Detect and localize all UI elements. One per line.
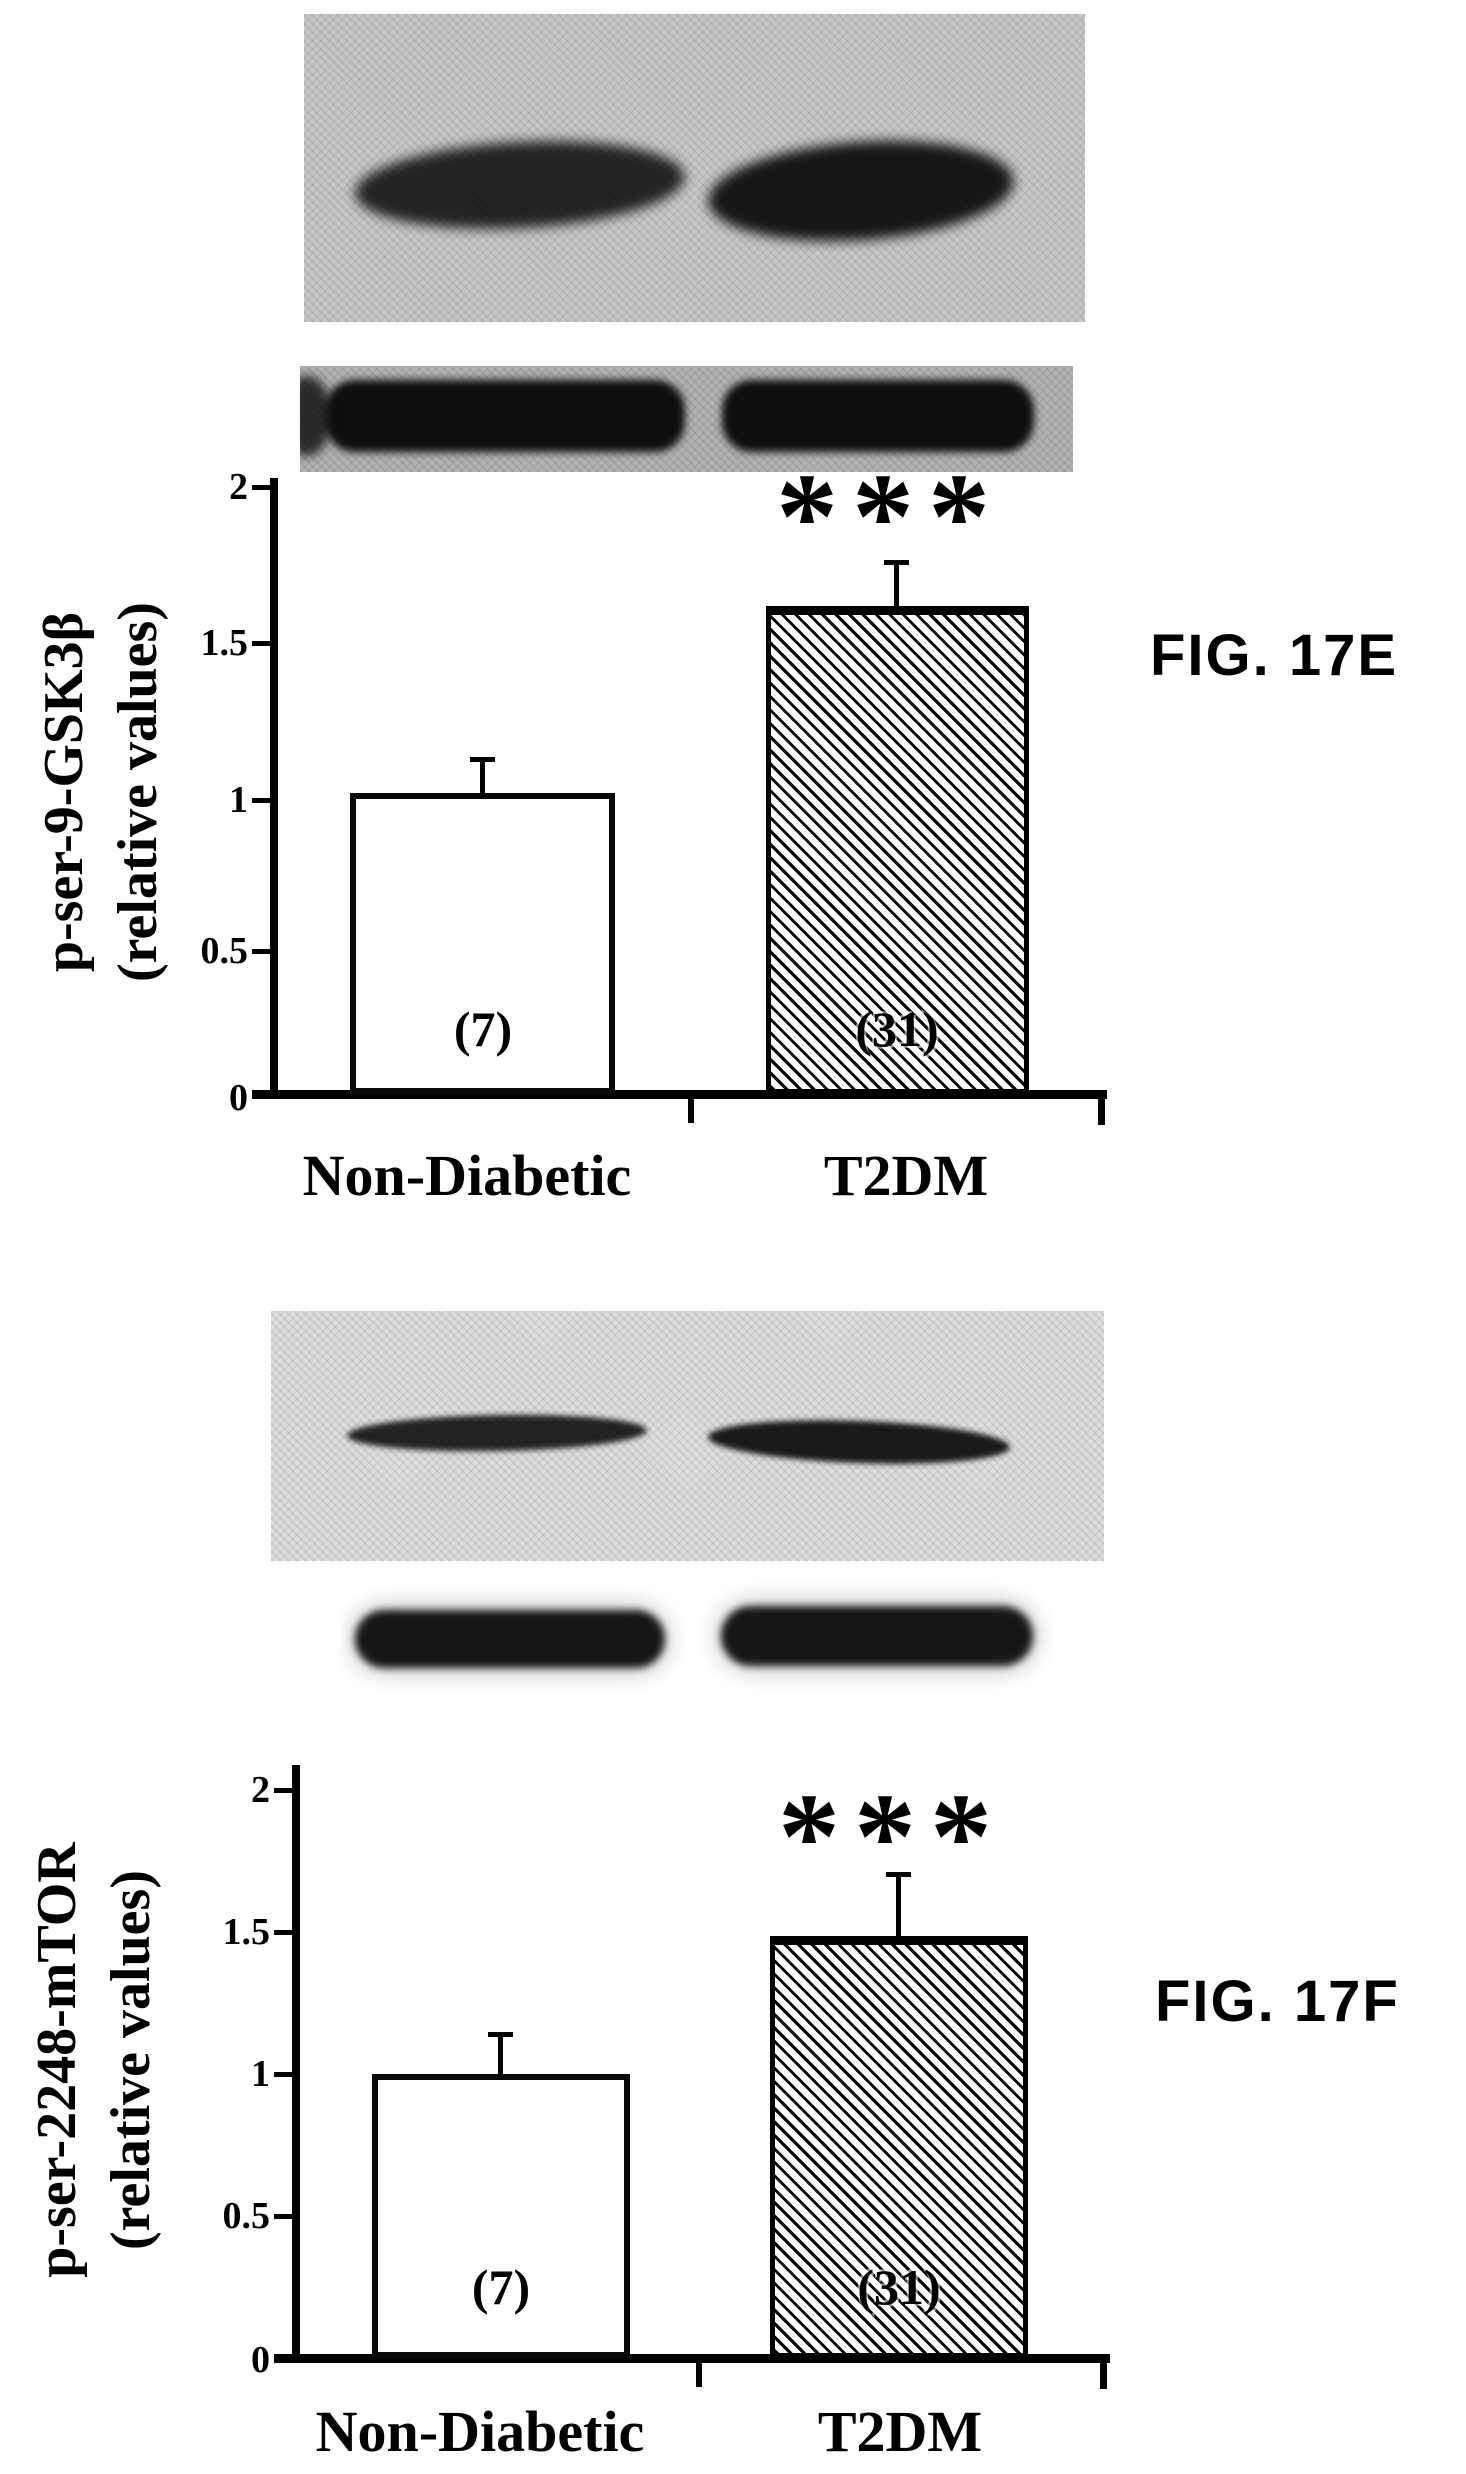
sample-size-t2dm: (31): [857, 2259, 941, 2315]
bar-nondiabetic: [372, 2074, 630, 2358]
y-tick-label: 2: [229, 466, 248, 508]
y-axis-label-line1: p-ser-2248-mTOR: [26, 1842, 88, 2278]
y-tick-label: 0.5: [222, 2195, 271, 2237]
x-axis-mid-tick: [688, 1099, 694, 1123]
y-tick-2: [274, 1788, 292, 1793]
x-axis-mid-tick: [696, 2363, 702, 2387]
x-label-nondiabetic: Non-Diabetic: [302, 1143, 632, 1208]
significance-asterisks: ***: [778, 1768, 1006, 1905]
blot-band-nondiabetic: [346, 1412, 648, 1454]
blot-band-t2dm: [704, 131, 1018, 251]
y-tick-label: 2: [251, 1769, 270, 1811]
y-tick-label: 1.5: [200, 622, 249, 664]
y-axis-label-line2: (relative values): [100, 1870, 162, 2250]
y-tick-1-5: [252, 641, 270, 646]
y-tick-label: 1: [229, 779, 248, 821]
errorbar-t2dm: [886, 1872, 911, 1942]
x-axis-end-tick: [1098, 1099, 1105, 1125]
y-tick-2: [252, 485, 270, 490]
westernblot-17f-total: [340, 1580, 1060, 1720]
bar-nondiabetic: [350, 793, 615, 1094]
x-axis-end-tick: [1100, 2363, 1107, 2389]
errorbar-nondiabetic: [470, 757, 495, 799]
y-tick-label: 1.5: [222, 1911, 271, 1953]
y-axis-line: [292, 1765, 300, 2358]
sample-size-nondiabetic: (7): [471, 2259, 531, 2315]
blot-edge-smudge: [300, 376, 332, 456]
blot-band-t2dm: [722, 380, 1034, 452]
westernblot-17e-total: [300, 366, 1073, 472]
sample-size-t2dm: (31): [855, 1001, 939, 1057]
errorbar-t2dm: [884, 560, 909, 612]
sample-size-nondiabetic: (7): [453, 1001, 513, 1057]
bar-t2dm: [770, 1936, 1028, 2358]
westernblot-17e-phospho: [304, 14, 1085, 322]
bar-t2dm: [766, 606, 1029, 1094]
figure-label-17f: FIG. 17F: [1155, 1969, 1400, 2034]
x-axis-line: [274, 2354, 1110, 2363]
x-label-t2dm: T2DM: [823, 1143, 989, 1208]
y-tick-1: [274, 2072, 292, 2077]
y-tick-label: 0.5: [200, 930, 249, 972]
significance-asterisks: ***: [776, 448, 1004, 585]
y-axis-label: p-ser-2248-mTOR (relative values): [20, 1710, 180, 2410]
blot-band-t2dm: [721, 1606, 1033, 1666]
blot-band-t2dm: [707, 1415, 1011, 1469]
figure-label-17e: FIG. 17E: [1150, 623, 1399, 688]
y-tick-0-5: [274, 2214, 292, 2219]
y-axis-line: [270, 478, 278, 1094]
y-tick-label: 0: [251, 2339, 270, 2381]
x-label-nondiabetic: Non-Diabetic: [315, 2399, 645, 2464]
errorbar-nondiabetic: [488, 2032, 513, 2080]
westernblot-17f-phospho: [271, 1311, 1104, 1561]
y-tick-label: 1: [251, 2053, 270, 2095]
y-axis-label-line1: p-ser-9-GSK3β: [33, 611, 95, 973]
y-tick-1: [252, 798, 270, 803]
x-axis-line: [252, 1090, 1107, 1099]
y-tick-label: 0: [229, 1077, 248, 1119]
blot-band-nondiabetic: [325, 380, 685, 452]
x-label-t2dm: T2DM: [817, 2399, 983, 2464]
blot-band-nondiabetic: [352, 133, 688, 237]
blot-band-nondiabetic: [355, 1610, 665, 1668]
y-tick-0-5: [252, 949, 270, 954]
y-tick-1-5: [274, 1930, 292, 1935]
